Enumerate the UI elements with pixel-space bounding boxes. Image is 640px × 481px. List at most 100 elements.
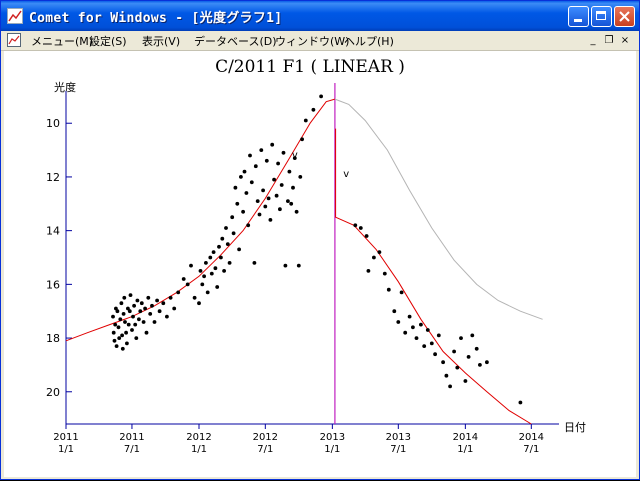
observation-point <box>311 107 316 112</box>
observation-point <box>459 336 463 340</box>
observation-point <box>192 295 197 300</box>
menu-item-view[interactable]: 表示(V) <box>142 35 181 48</box>
observation-point <box>372 255 376 260</box>
y-axis-label: 光度 <box>54 80 76 94</box>
observation-point <box>157 309 162 314</box>
light-curve-chart[interactable]: C/2011 F1 ( LINEAR ) 光度 日付 10 12 14 16 18 20 2… <box>4 51 636 477</box>
observation-point <box>392 309 397 314</box>
observation-point <box>121 312 126 316</box>
observation-point <box>366 269 371 273</box>
observation-point <box>124 330 128 335</box>
observation-point <box>137 317 141 322</box>
title-bar[interactable]: Comet for Windows - [光度グラフ1] <box>1 1 639 31</box>
observation-point <box>237 247 242 252</box>
x-tick-year: 2014 <box>519 432 544 443</box>
y-tick-label: 16 <box>46 278 60 291</box>
observation-point <box>255 199 260 204</box>
menu-item-window[interactable]: ウィンドウ(W) <box>275 35 350 48</box>
observation-point <box>252 261 257 265</box>
observation-point <box>122 295 127 300</box>
close-button[interactable] <box>614 6 635 27</box>
observation-point <box>485 360 489 365</box>
observation-point <box>165 314 169 319</box>
observation-point <box>319 94 323 99</box>
minimize-button[interactable] <box>568 6 589 27</box>
x-tick-year: 2014 <box>453 432 478 443</box>
curves <box>65 98 543 425</box>
observation-point <box>382 271 387 276</box>
observation-point <box>253 164 258 169</box>
menu-item-help[interactable]: ヘルプ(H) <box>344 35 394 48</box>
y-tick-label: 10 <box>46 117 60 130</box>
observation-point <box>222 269 227 273</box>
observation-point <box>135 298 140 303</box>
observation-point <box>294 209 299 214</box>
observation-point <box>399 290 404 295</box>
y-tick-label: 18 <box>46 332 60 345</box>
observation-point <box>138 309 143 314</box>
menu-item-settings[interactable]: 設定(S) <box>89 35 127 48</box>
menu-item-menu[interactable]: メニュー(M) <box>31 35 94 48</box>
observation-point <box>118 317 123 322</box>
observation-point <box>161 301 166 306</box>
observation-point <box>436 333 441 338</box>
observation-point <box>123 320 127 324</box>
observation-point <box>128 293 133 297</box>
observation-point <box>518 400 523 405</box>
observation-point <box>474 346 479 351</box>
observation-point <box>152 320 157 324</box>
observation-point <box>272 177 276 182</box>
tick-labels: 10121416182020111/120117/120121/120127/1… <box>46 117 544 455</box>
observation-point <box>197 301 201 306</box>
menu-item-database[interactable]: データベース(D) <box>194 35 277 48</box>
mdi-close-button[interactable]: × <box>620 35 630 46</box>
fit-curve <box>65 98 336 342</box>
observation-point <box>224 226 228 230</box>
observation-point <box>292 156 297 160</box>
observation-point <box>386 287 391 292</box>
annotation-label: v <box>292 150 298 161</box>
observation-point <box>244 191 249 195</box>
observation-point <box>130 328 134 332</box>
app-icon[interactable] <box>7 8 23 24</box>
observation-point <box>470 333 475 338</box>
x-tick-year: 2013 <box>386 432 411 443</box>
observation-point <box>411 325 415 330</box>
observation-point <box>131 314 135 319</box>
observation-point <box>281 150 286 155</box>
observation-point <box>448 384 452 389</box>
x-tick-date: 7/1 <box>523 444 539 455</box>
chart-area: C/2011 F1 ( LINEAR ) 光度 日付 10 12 14 16 18 20 2… <box>4 51 636 477</box>
x-tick-year: 2012 <box>186 432 211 443</box>
x-tick-date: 7/1 <box>257 444 273 455</box>
observation-point <box>396 320 401 324</box>
x-tick-date: 1/1 <box>457 444 473 455</box>
y-tick-label: 20 <box>46 386 60 399</box>
document-icon[interactable] <box>7 33 21 47</box>
mdi-restore-button[interactable]: ❐ <box>604 35 614 46</box>
observation-point <box>266 196 271 201</box>
minimize-icon <box>574 19 582 22</box>
observation-point <box>114 344 119 348</box>
observation-point <box>286 199 290 204</box>
observation-point <box>242 169 247 174</box>
observation-point <box>466 355 471 359</box>
observation-point <box>112 338 117 343</box>
x-tick-date: 1/1 <box>58 444 74 455</box>
y-tick-label: 12 <box>46 171 60 184</box>
maximize-button[interactable] <box>591 6 612 27</box>
x-tick-date: 1/1 <box>191 444 207 455</box>
observation-point <box>444 373 449 378</box>
observation-point <box>358 226 363 230</box>
observation-point <box>208 255 213 260</box>
x-tick-year: 2012 <box>253 432 278 443</box>
maximize-icon <box>596 11 606 20</box>
mdi-minimize-button[interactable]: _ <box>590 35 596 46</box>
observation-point <box>241 209 246 214</box>
axes <box>65 83 559 429</box>
observation-point <box>143 306 148 311</box>
observation-point <box>263 204 268 209</box>
observation-point <box>120 333 124 338</box>
observation-point <box>233 185 238 190</box>
observation-point <box>198 269 203 273</box>
